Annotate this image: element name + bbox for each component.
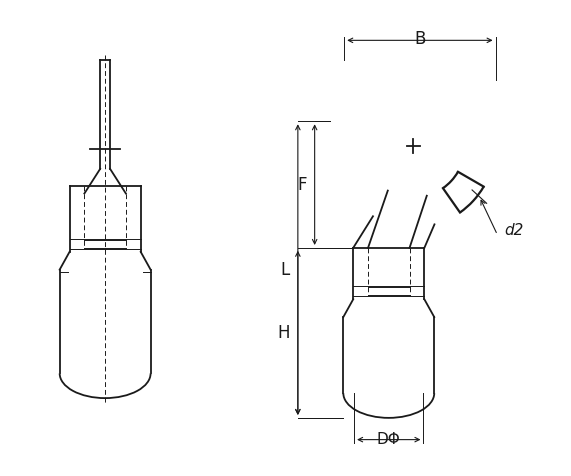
Text: F: F xyxy=(297,176,307,194)
Text: d2: d2 xyxy=(504,223,524,238)
Text: B: B xyxy=(414,30,425,48)
Text: L: L xyxy=(281,261,290,278)
Text: H: H xyxy=(278,324,290,342)
Text: DΦ: DΦ xyxy=(377,432,401,446)
